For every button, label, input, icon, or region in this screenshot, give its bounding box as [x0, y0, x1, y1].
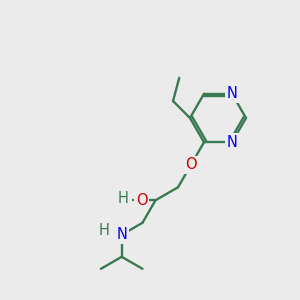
Text: O: O — [136, 193, 147, 208]
Text: N: N — [226, 135, 237, 150]
Text: H: H — [98, 223, 109, 238]
Text: H: H — [118, 191, 129, 206]
Text: N: N — [226, 86, 237, 101]
Text: O: O — [185, 157, 197, 172]
Text: N: N — [116, 227, 127, 242]
